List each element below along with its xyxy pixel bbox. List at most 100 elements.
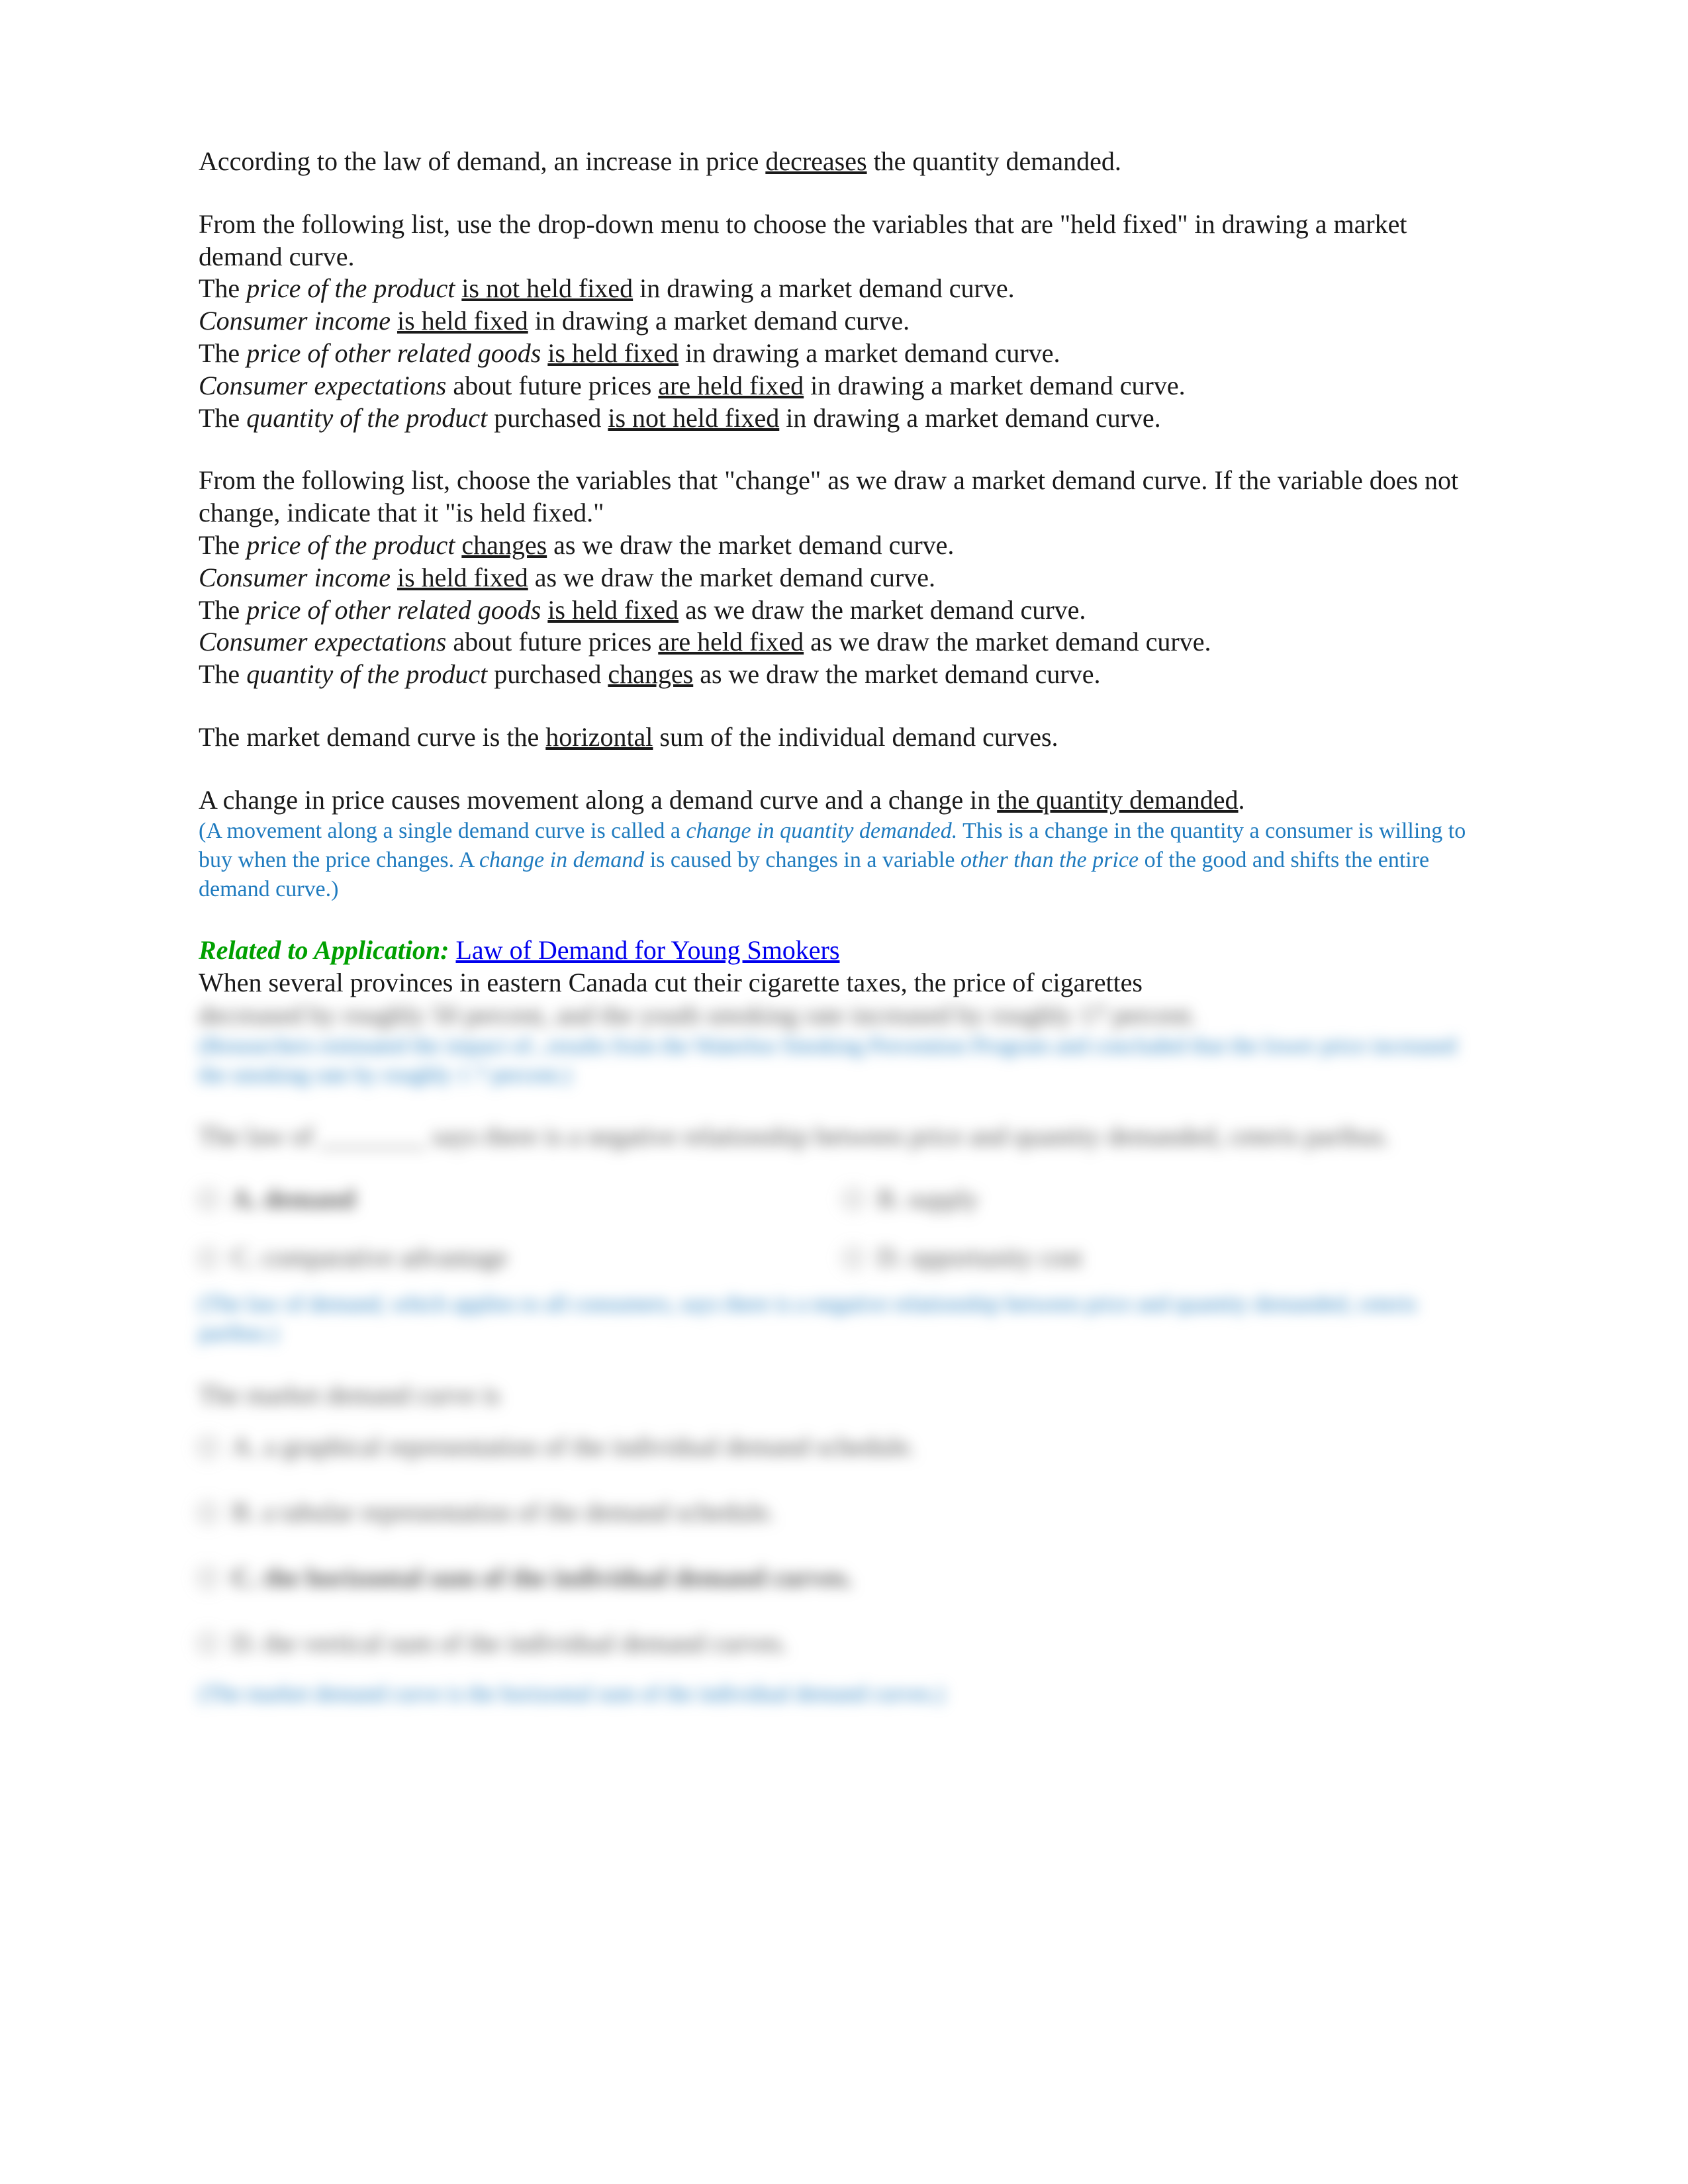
text: as we draw the market demand curve. [679,595,1086,625]
blank: ________ [320,1121,426,1151]
text [541,338,547,368]
text: The [199,530,246,560]
text: According to the law of demand, an incre… [199,146,765,176]
answer-underline: are held fixed [658,371,804,400]
mc-option[interactable]: D. opportunity cost [844,1242,1489,1274]
option-label: D. the vertical sum of the individual de… [232,1627,788,1660]
term: price of the product [246,273,455,303]
radio-icon [199,1569,217,1587]
text: The [199,273,246,303]
application-label: Related to Application: [199,935,449,965]
answer-underline: are held fixed [658,627,804,657]
text: purchased [487,659,608,689]
term: Consumer income [199,306,391,336]
blurred-question: The law of ________ says there is a nega… [199,1120,1489,1153]
answer-underline: is held fixed [397,306,528,336]
paragraph-horizontal-sum: The market demand curve is the horizonta… [199,721,1489,754]
application-link[interactable]: Law of Demand for Young Smokers [456,935,840,965]
term: quantity of the product [246,659,487,689]
mc-row: A. demand B. supply [199,1183,1489,1216]
text [541,595,547,625]
term: Consumer income [199,563,391,592]
text: A change in price causes movement along … [199,785,997,815]
paragraph-change-in-price: A change in price causes movement along … [199,784,1489,817]
text: in drawing a market demand curve. [804,371,1185,400]
term: quantity of the product [246,403,487,433]
term: change in demand [479,848,644,872]
paragraph-law-of-demand: According to the law of demand, an incre… [199,146,1489,178]
mc-row: D. the vertical sum of the individual de… [199,1627,1489,1660]
text: about future prices [446,627,658,657]
text [455,273,461,303]
radio-icon [199,1438,217,1457]
text: says there is a negative relationship be… [426,1121,1389,1151]
term: price of other related goods [246,338,541,368]
mc-option[interactable]: C. the horizontal sum of the individual … [199,1562,1489,1594]
text: as we draw the market demand curve. [528,563,935,592]
text: the quantity demanded. [867,146,1121,176]
text: . [1239,785,1245,815]
mc-row: B. a tabular representation of the deman… [199,1496,1489,1529]
radio-icon [199,1504,217,1522]
option-label: B. supply [877,1183,978,1216]
option-label: C. the horizontal sum of the individual … [232,1562,853,1594]
intro-text: From the following list, use the drop-do… [199,209,1407,271]
text: as we draw the market demand curve. [547,530,954,560]
text: The law of [199,1121,320,1151]
option-label: C. comparative advantage [232,1242,507,1274]
text [391,563,397,592]
text: When several provinces in eastern Canada… [199,968,1143,997]
radio-icon [844,1249,863,1267]
radio-icon [844,1190,863,1208]
term: Consumer expectations [199,371,446,400]
mc-row: A. a graphical representation of the ind… [199,1431,1489,1463]
mc-option[interactable]: A. demand [199,1183,844,1216]
text: The [199,338,246,368]
mc-row: C. comparative advantage D. opportunity … [199,1242,1489,1274]
answer-underline: decreases [765,146,867,176]
blurred-explanation: (Researchers estimated the impact of...r… [199,1032,1489,1090]
term: price of other related goods [246,595,541,625]
text: (A movement along a single demand curve … [199,819,686,843]
term: other than the price [961,848,1139,872]
text: The [199,659,246,689]
answer-underline: the quantity demanded [997,785,1238,815]
text: is caused by changes in a variable [644,848,961,872]
text: in drawing a market demand curve. [528,306,910,336]
mc-option[interactable]: B. supply [844,1183,1489,1216]
text: as we draw the market demand curve. [804,627,1211,657]
text: about future prices [446,371,658,400]
document-page: According to the law of demand, an incre… [0,0,1688,2184]
text [455,530,461,560]
radio-icon [199,1249,217,1267]
blurred-explanation: (The law of demand, which applies to all… [199,1290,1489,1348]
text: The market demand curve is the [199,722,545,752]
mc-option[interactable]: B. a tabular representation of the deman… [199,1496,1489,1529]
text: purchased [487,403,608,433]
radio-icon [199,1634,217,1653]
option-label: A. demand [232,1183,355,1216]
text: The [199,403,246,433]
answer-underline: changes [461,530,547,560]
blurred-explanation: (The market demand curve is the horizont… [199,1680,1489,1709]
mc-option[interactable]: A. a graphical representation of the ind… [199,1431,1489,1463]
term: change in quantity demanded. [686,819,957,843]
term: Consumer expectations [199,627,446,657]
mc-row: C. the horizontal sum of the individual … [199,1562,1489,1594]
explanation-note: (A movement along a single demand curve … [199,817,1489,905]
answer-underline: is not held fixed [608,403,779,433]
answer-underline: is held fixed [397,563,528,592]
intro-text: From the following list, choose the vari… [199,465,1458,527]
option-label: A. a graphical representation of the ind… [232,1431,915,1463]
mc-option[interactable]: D. the vertical sum of the individual de… [199,1627,1489,1660]
answer-underline: is held fixed [547,595,679,625]
mc-option[interactable]: C. comparative advantage [199,1242,844,1274]
text [391,306,397,336]
blurred-question: The market demand curve is [199,1379,1489,1412]
text: The [199,595,246,625]
radio-icon [199,1190,217,1208]
application-body: When several provinces in eastern Canada… [199,967,1489,999]
blurred-line: decreased by roughly 50 percent, and the… [199,999,1489,1032]
term: price of the product [246,530,455,560]
answer-underline: horizontal [545,722,653,752]
